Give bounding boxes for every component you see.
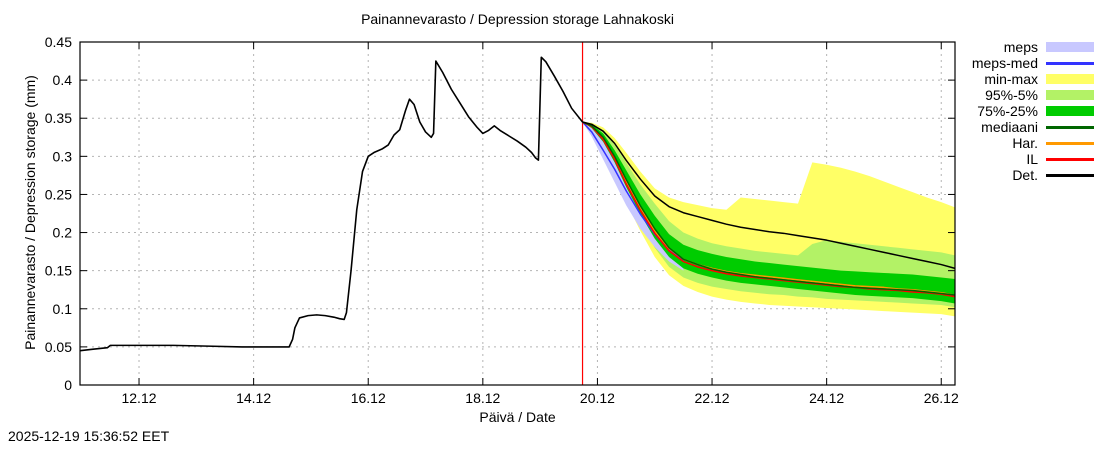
legend-item-il: IL [972,151,1094,167]
series-line-det [582,121,956,270]
y-tick-label: 0.1 [53,301,73,317]
legend-item-meps: meps [972,39,1094,55]
y-tick-label: 0 [64,377,72,393]
series-line-observed [79,56,584,352]
x-tick-label: 14.12 [236,390,271,406]
series-line-il [582,121,956,298]
y-tick-label: 0.4 [53,72,73,88]
legend-label: Det. [1012,167,1038,183]
legend-label: meps-med [971,55,1038,71]
legend: meps meps-med min-max 95%-5% 75%-25% mediaani… [972,39,1094,183]
x-tick-label: 24.12 [809,390,844,406]
legend-item-meps-med: meps-med [972,55,1094,71]
legend-label: 75%-25% [977,103,1038,119]
legend-swatch-min-max [1046,74,1094,84]
y-tick-label: 0.45 [45,34,72,50]
legend-label: meps [1003,39,1038,55]
legend-item-har: Har. [972,135,1094,151]
x-tick-label: 18.12 [465,390,500,406]
x-axis-label: Päivä / Date [479,409,556,425]
legend-swatch-mediaani [1046,125,1094,129]
legend-item-det: Det. [972,167,1094,183]
legend-item-95-5: 95%-5% [972,87,1094,103]
y-tick-label: 0.2 [53,225,73,241]
y-tick-label: 0.05 [45,339,72,355]
y-tick-label: 0.15 [45,263,72,279]
legend-swatch-det [1046,173,1094,177]
legend-item-mediaani: mediaani [972,119,1094,135]
legend-label: Har. [1012,135,1038,151]
legend-swatch-har [1046,141,1094,145]
legend-item-min-max: min-max [972,71,1094,87]
x-tick-label: 26.12 [924,390,959,406]
timestamp: 2025-12-19 15:36:52 EET [8,428,170,444]
legend-label: 95%-5% [985,87,1038,103]
y-tick-label: 0.25 [45,186,72,202]
series-line-mediaani [582,121,956,296]
band-75-25 [582,122,955,304]
legend-swatch-95-5 [1046,90,1094,100]
y-tick-label: 0.35 [45,110,72,126]
x-tick-label: 22.12 [695,390,730,406]
x-tick-label: 20.12 [580,390,615,406]
plot-border [79,41,956,386]
legend-label: mediaani [981,119,1038,135]
x-tick-label: 12.12 [121,390,156,406]
legend-swatch-il [1046,157,1094,161]
legend-label: min-max [984,71,1038,87]
x-tick-label: 16.12 [351,390,386,406]
y-tick-label: 0.3 [53,148,73,164]
legend-item-75-25: 75%-25% [972,103,1094,119]
legend-swatch-75-25 [1046,106,1094,116]
chart-title: Painannevarasto / Depression storage Lah… [361,11,674,27]
legend-swatch-meps-med [1046,61,1094,65]
legend-swatch-meps [1046,42,1094,52]
legend-label: IL [1026,151,1038,167]
